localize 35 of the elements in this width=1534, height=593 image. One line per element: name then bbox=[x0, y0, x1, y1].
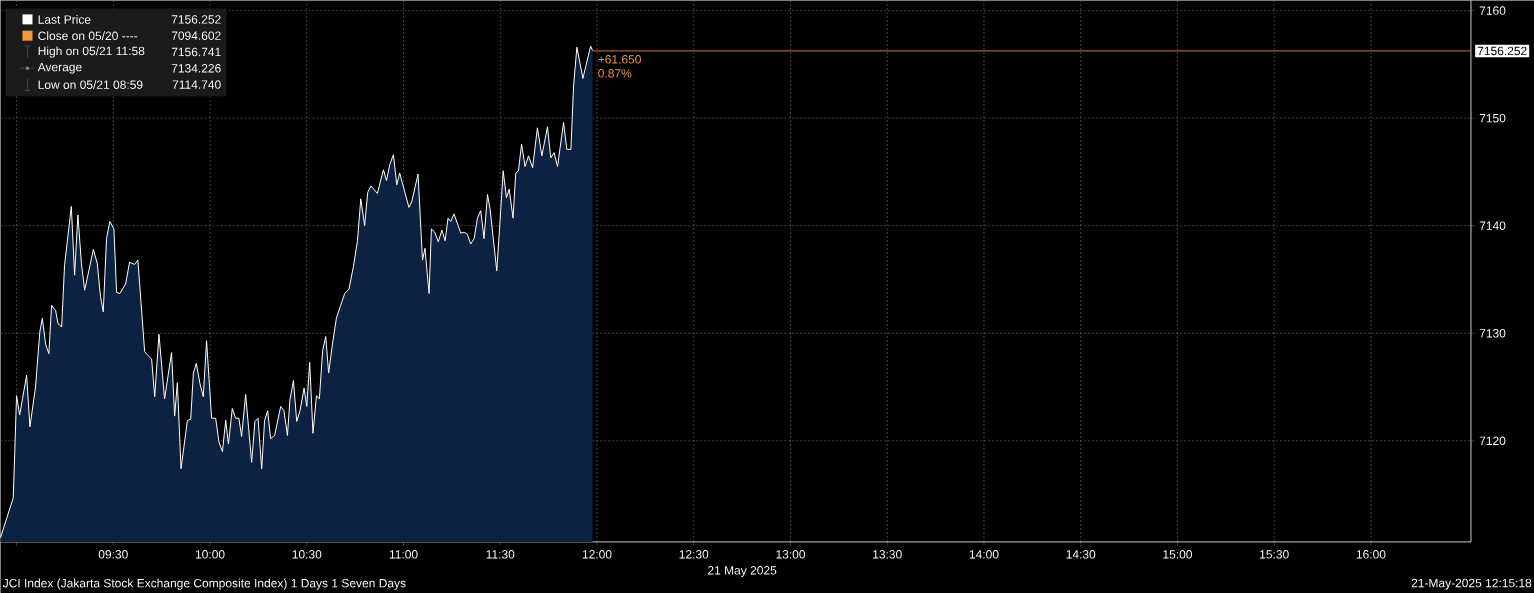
x-tick-label: 15:00 bbox=[1163, 550, 1192, 559]
x-tick-label: 14:30 bbox=[1066, 550, 1096, 559]
text: 21-May-2025 12:15:18 bbox=[1411, 578, 1532, 590]
ref-line-label: 7156.252 bbox=[1477, 46, 1527, 56]
x-tick-label: 09:30 bbox=[98, 550, 128, 559]
text: JCI Index (Jakarta Stock Exchange Composite Index) 1 Days 1 Seven Days bbox=[2, 578, 406, 590]
x-tick-label: 15:30 bbox=[1260, 550, 1289, 559]
annotation: 7094.602 bbox=[171, 31, 221, 40]
y-tick-label: 7140 bbox=[1479, 221, 1506, 230]
annotation: Average bbox=[37, 62, 82, 74]
x-tick-label: 13:00 bbox=[776, 550, 806, 559]
annotation: +61.650 bbox=[598, 55, 641, 64]
x-tick-label: 14:00 bbox=[969, 550, 999, 559]
x-tick-label: 16:00 bbox=[1356, 550, 1386, 559]
x-axis-title: 21 May 2025 bbox=[708, 566, 777, 577]
x-tick-label: 10:00 bbox=[195, 550, 225, 559]
x-tick-label: 13:30 bbox=[873, 550, 902, 559]
annotation: Low on 05/21 08:59 bbox=[38, 80, 143, 89]
x-tick-label: 11:00 bbox=[389, 550, 418, 559]
y-tick-label: 7130 bbox=[1479, 328, 1506, 338]
x-tick-label: 10:30 bbox=[292, 550, 322, 559]
x-tick-label: 11:30 bbox=[486, 550, 515, 559]
y-tick-label: 7150 bbox=[1479, 113, 1506, 123]
annotation: High on 05/21 11:58 bbox=[38, 46, 145, 58]
annotation: 0.87% bbox=[598, 69, 632, 78]
annotation: 7114.740 bbox=[172, 80, 221, 89]
annotation: 7156.252 bbox=[171, 15, 221, 24]
y-tick-label: 7120 bbox=[1479, 436, 1506, 445]
legend-label: Last Price bbox=[38, 14, 91, 24]
y-tick-label: 7160 bbox=[1479, 6, 1506, 15]
annotation: Close on 05/20 ---- bbox=[38, 31, 138, 41]
annotation: 7134.226 bbox=[171, 63, 221, 73]
x-tick-label: 12:30 bbox=[679, 550, 709, 559]
annotation: 7156.741 bbox=[171, 47, 221, 57]
x-tick-label: 12:00 bbox=[582, 550, 612, 559]
